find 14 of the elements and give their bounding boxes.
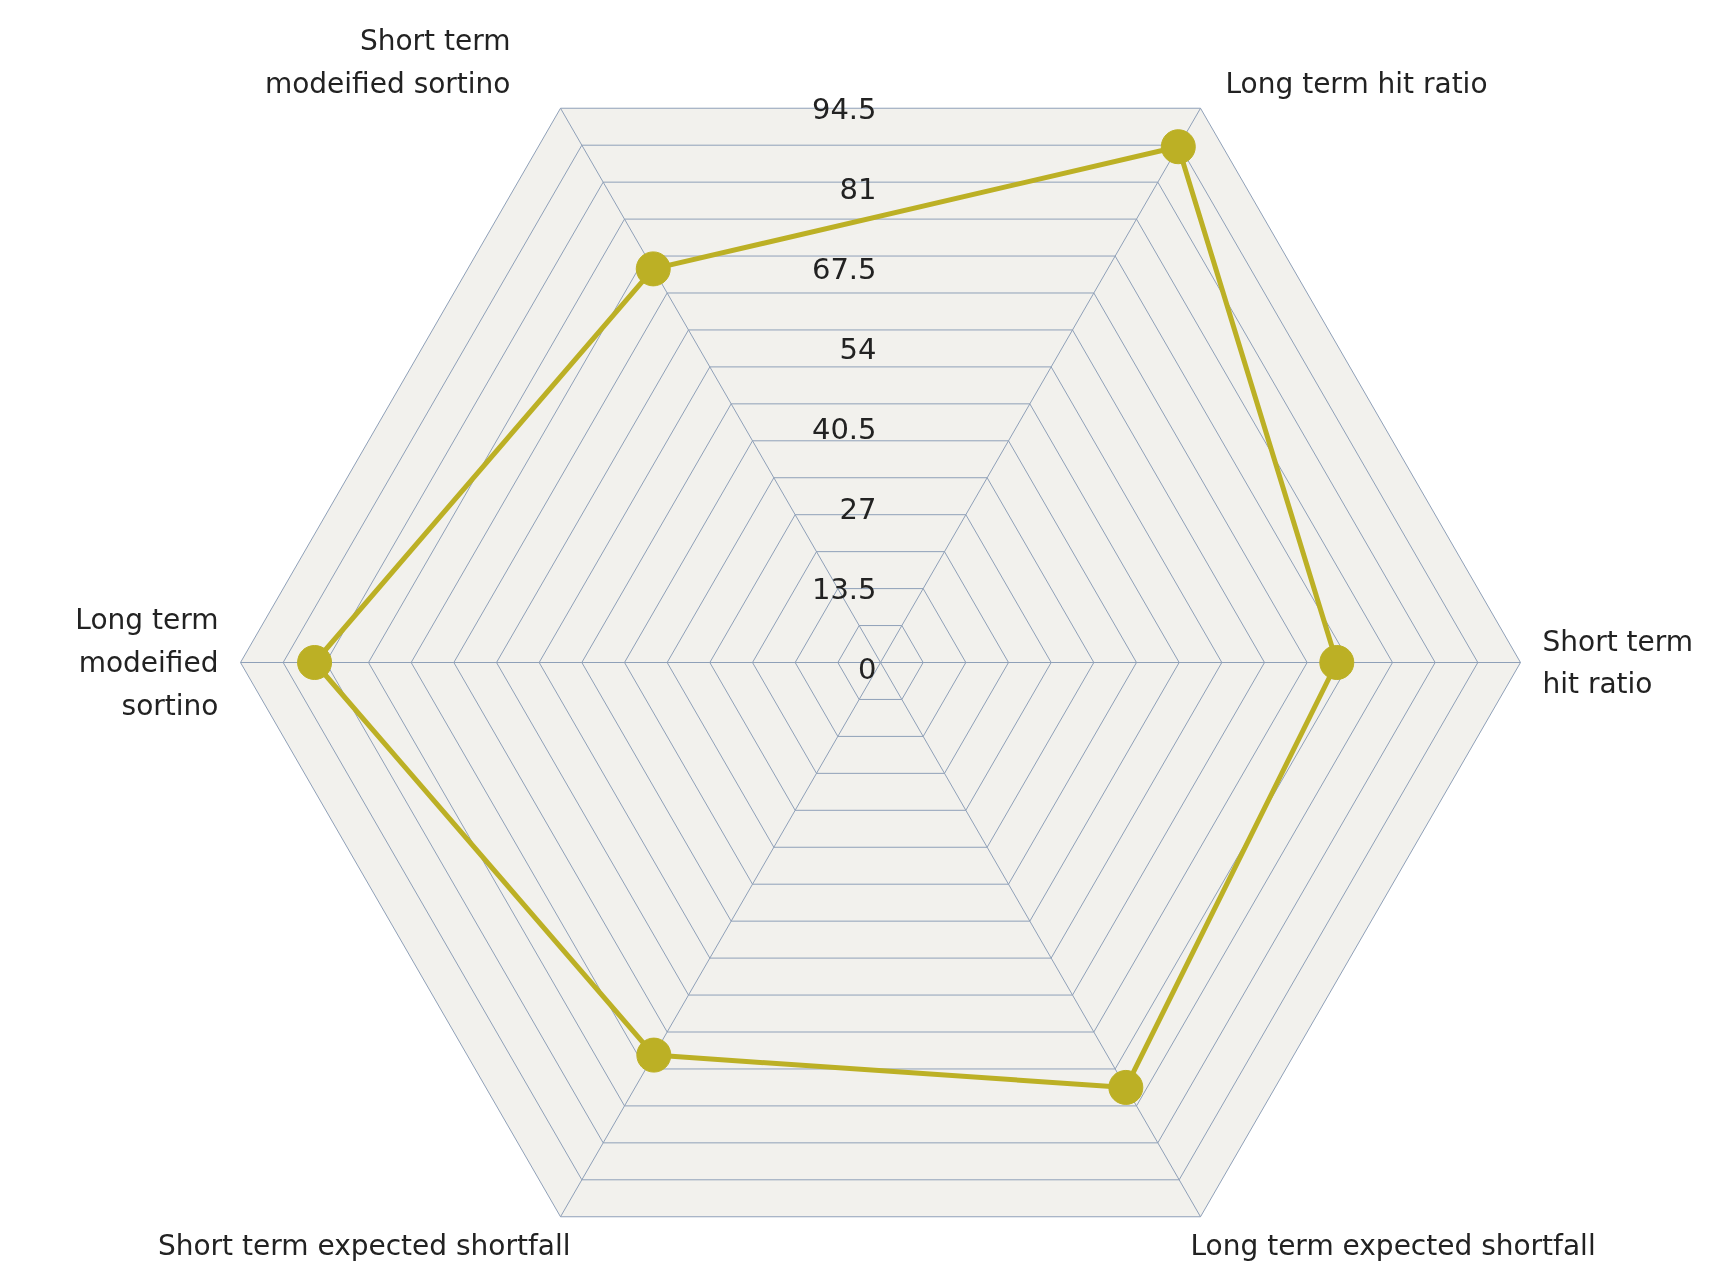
y-tick-label: 54 xyxy=(839,332,877,366)
y-tick-label: 81 xyxy=(839,172,877,206)
y-tick-label: 13.5 xyxy=(811,572,877,606)
y-tick-label: 40.5 xyxy=(811,412,877,446)
spoke-label: Long term modeified sortino xyxy=(75,603,219,722)
spoke-label: Short term hit ratio xyxy=(1542,624,1694,701)
spoke-label: Short term expected shortfall xyxy=(157,1228,571,1262)
y-tick-label: 0 xyxy=(858,652,877,686)
y-tick-label: 67.5 xyxy=(811,252,877,286)
y-tick-label: 27 xyxy=(839,492,877,526)
spoke-label: Short term modeified sortino xyxy=(264,24,511,101)
y-tick-label: 94.5 xyxy=(811,92,877,126)
spoke-label: Long term hit ratio xyxy=(1225,67,1488,101)
spoke-label: Long term expected shortfall xyxy=(1190,1228,1596,1262)
